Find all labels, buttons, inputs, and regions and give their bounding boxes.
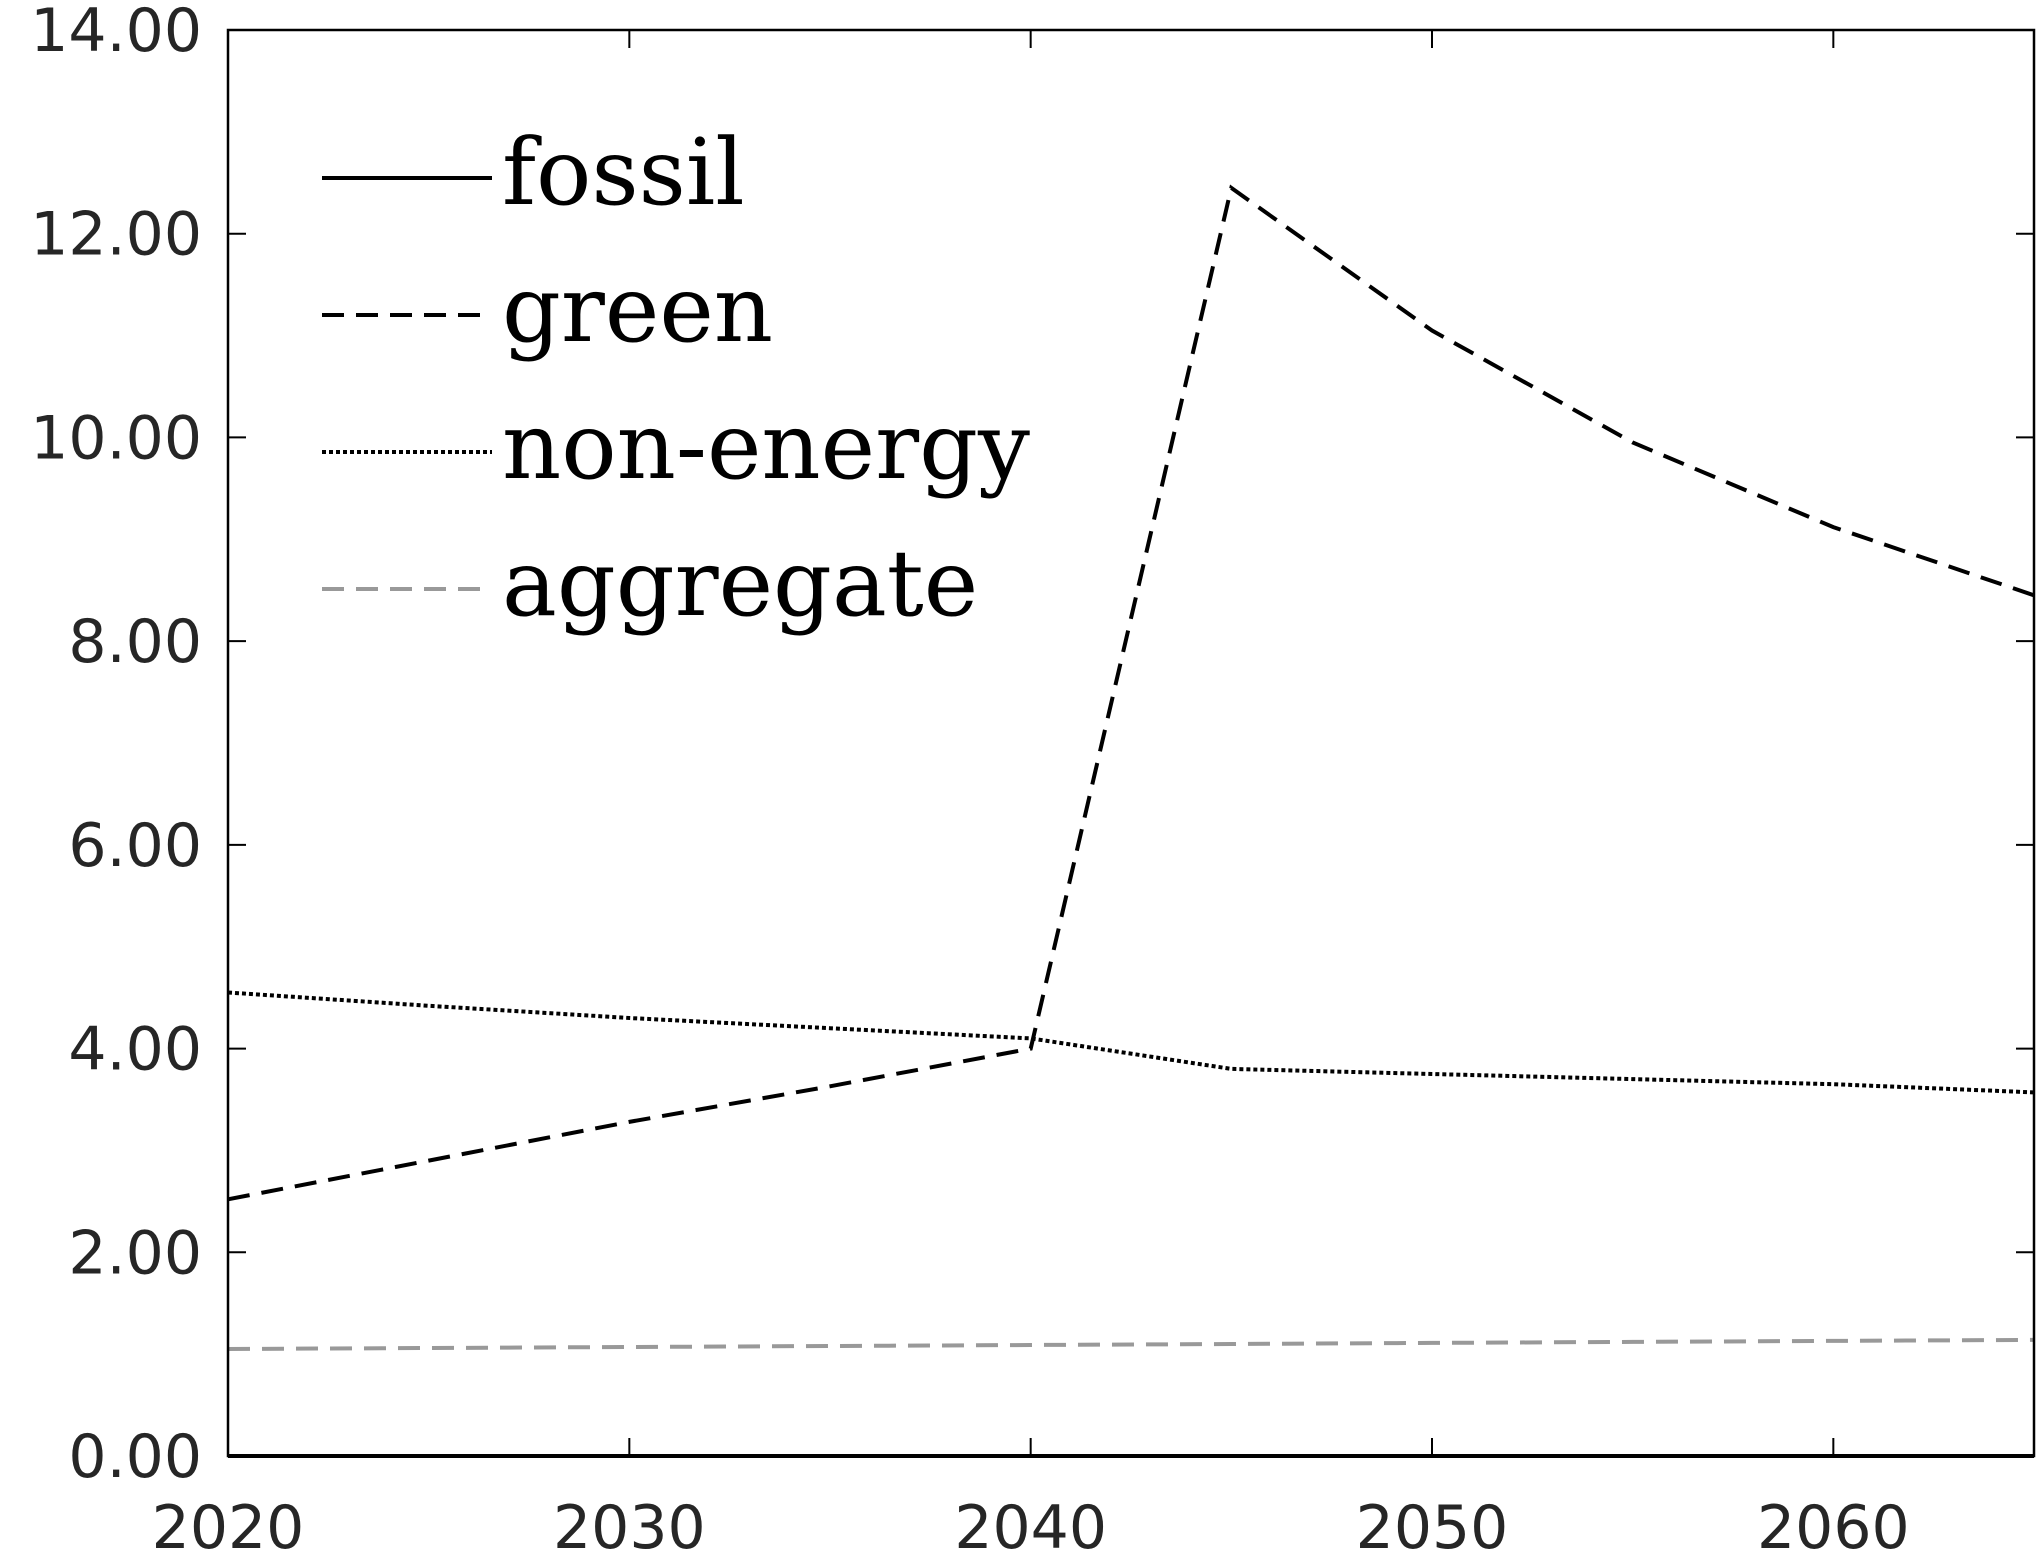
x-tick-label: 2020 bbox=[152, 1493, 305, 1554]
legend-item-fossil: fossil bbox=[322, 119, 745, 226]
legend-label: green bbox=[502, 256, 773, 363]
plot-frame bbox=[226, 28, 2036, 1458]
y-tick-label: 6.00 bbox=[68, 811, 202, 881]
legend-item-aggregate: aggregate bbox=[322, 530, 978, 637]
series-line-green bbox=[227, 184, 2035, 1202]
series-line-non-energy bbox=[227, 990, 2035, 1095]
x-tick-label: 2060 bbox=[1757, 1493, 1910, 1554]
legend-item-green: green bbox=[322, 256, 773, 363]
axes-layer bbox=[226, 28, 2036, 1458]
y-tick-label: 0.00 bbox=[68, 1422, 202, 1492]
y-tick-label: 4.00 bbox=[68, 1015, 202, 1085]
series-line-aggregate bbox=[227, 1337, 2035, 1351]
tick-layer: 2020 2030 2040 2050 2060 0.00 2.00 4.00 6.00 8.00… bbox=[30, 0, 2034, 1554]
legend-item-non-energy: non-energy bbox=[322, 393, 1030, 500]
legend-label: fossil bbox=[502, 119, 745, 226]
y-tick-label: 2.00 bbox=[68, 1218, 202, 1288]
x-tick-label: 2030 bbox=[553, 1493, 706, 1554]
y-tick-label: 10.00 bbox=[30, 403, 202, 473]
y-tick-label: 14.00 bbox=[30, 0, 202, 66]
legend-label: aggregate bbox=[502, 530, 978, 637]
x-tick-label: 2050 bbox=[1356, 1493, 1509, 1554]
legend-label: non-energy bbox=[502, 393, 1030, 500]
x-tick-label: 2040 bbox=[954, 1493, 1107, 1554]
legend: fossil green non-energy aggregate bbox=[322, 119, 1030, 637]
series-layer bbox=[227, 184, 2035, 1351]
y-tick-label: 12.00 bbox=[30, 200, 202, 270]
y-tick-label: 8.00 bbox=[68, 607, 202, 677]
